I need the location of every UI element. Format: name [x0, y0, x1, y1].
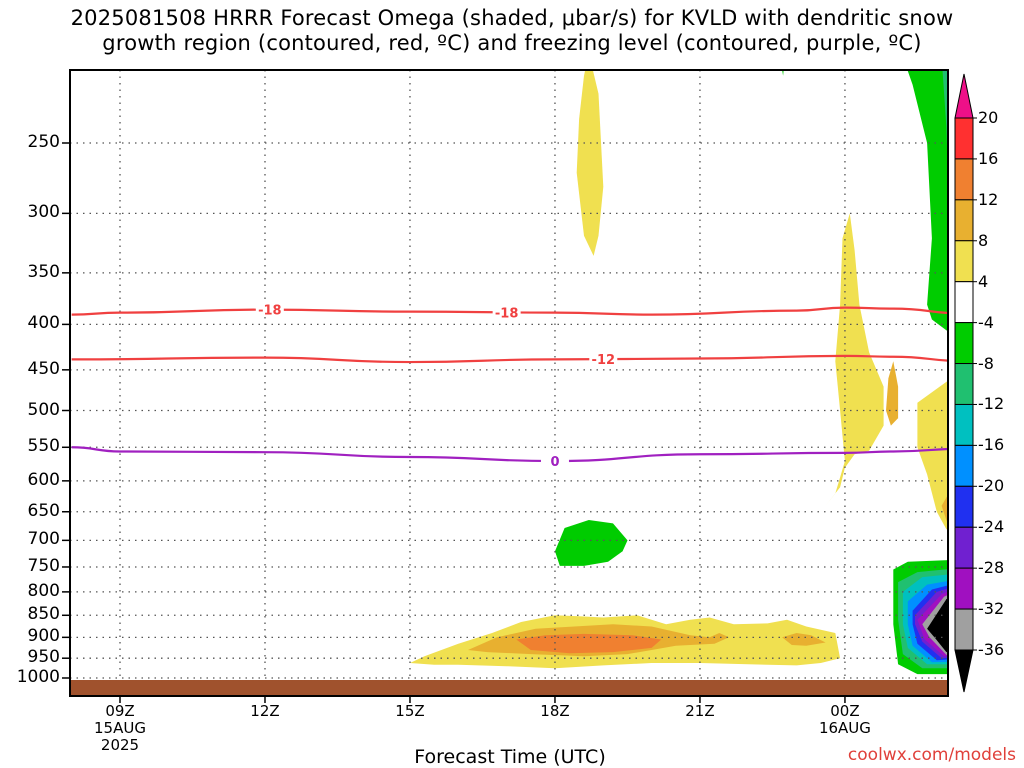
omega-region-6 — [886, 361, 899, 426]
colorbar-swatch-4 — [954, 281, 974, 324]
colorbar-swatch-9 — [954, 485, 974, 528]
omega-region-3 — [917, 380, 948, 530]
colorbar-swatch-11 — [954, 567, 974, 610]
omega-region-14 — [555, 520, 628, 566]
x-tick-label-15Z: 15Z — [395, 702, 425, 720]
colorbar-bottom-arrow — [954, 649, 974, 693]
colorbar-swatch-0 — [954, 117, 974, 160]
y-tick-label-650: 650 — [27, 500, 60, 521]
omega-region-12 — [942, 70, 948, 183]
x-tick-label-21Z: 21Z — [685, 702, 715, 720]
colorbar-swatch-8 — [954, 444, 974, 487]
colorbar-label-8: -16 — [978, 435, 1005, 455]
omega-region-23 — [927, 598, 948, 653]
colorbar-label-12: -32 — [978, 599, 1005, 619]
y-tick-label-550: 550 — [27, 436, 60, 457]
x-tick-label-12Z: 12Z — [250, 702, 280, 720]
colorbar-swatch-7 — [954, 403, 974, 446]
ground-strip — [70, 680, 948, 696]
x-axis-title: Forecast Time (UTC) — [414, 746, 606, 768]
contour-label-bg-0 — [255, 301, 284, 317]
plot-area: -18 -18 -12 0 — [70, 70, 948, 696]
contour-0 — [71, 446, 948, 463]
title-line-1: 2025081508 HRRR Forecast Omega (shaded, … — [70, 6, 954, 30]
colorbar-label-2: 12 — [978, 189, 999, 209]
omega-region-24 — [782, 70, 784, 76]
y-tick-label-900: 900 — [27, 626, 60, 647]
colorbar-label-11: -28 — [978, 558, 1005, 578]
contour--12 — [71, 354, 948, 364]
y-tick-label-450: 450 — [27, 358, 60, 379]
colorbar-label-5: -4 — [978, 312, 994, 332]
colorbar-swatch-12 — [954, 608, 974, 651]
contour-label--18-0: -18 — [258, 304, 282, 319]
colorbar-label-3: 8 — [978, 230, 989, 250]
colorbar-swatch-10 — [954, 526, 974, 569]
omega-region-8 — [516, 633, 662, 654]
omega-region-2 — [825, 213, 884, 506]
y-tick-label-950: 950 — [27, 647, 60, 668]
colorbar-swatch-3 — [954, 240, 974, 283]
omega-region-11 — [907, 70, 948, 332]
colorbar-swatch-2 — [954, 199, 974, 242]
colorbar-swatch-5 — [954, 322, 974, 365]
x-tick-label-00Z: 00Z 16AUG — [818, 702, 871, 737]
contour-label-bg-3 — [540, 453, 569, 469]
y-tick-label-300: 300 — [27, 202, 60, 223]
y-tick-label-1000: 1000 — [16, 667, 60, 687]
colorbar-top-arrow — [954, 73, 974, 119]
colorbar-swatch-1 — [954, 158, 974, 201]
omega-region-1 — [576, 70, 604, 256]
colorbar-label-7: -12 — [978, 394, 1005, 414]
y-tick-label-350: 350 — [27, 261, 60, 282]
colorbar-label-0: 20 — [978, 108, 999, 127]
chart-title: 2025081508 HRRR Forecast Omega (shaded, … — [0, 6, 1024, 56]
y-tick-label-700: 700 — [27, 529, 60, 550]
y-tick-label-600: 600 — [27, 469, 60, 490]
y-tick-label-850: 850 — [27, 604, 60, 625]
colorbar-label-4: 4 — [978, 271, 989, 291]
contour-label--12-2: -12 — [592, 353, 616, 368]
plot-frame — [69, 69, 949, 697]
colorbar-label-13: -36 — [978, 640, 1005, 659]
contour-label--18-1: -18 — [495, 306, 519, 321]
omega-region-5 — [782, 633, 826, 646]
colorbar-label-9: -20 — [978, 476, 1005, 496]
x-tick-label-09Z: 09Z 15AUG 2025 — [94, 702, 146, 754]
contour--18 — [71, 306, 948, 316]
y-tick-label-750: 750 — [27, 555, 60, 576]
colorbar-label-1: 16 — [978, 148, 999, 168]
colorbar-label-10: -24 — [978, 517, 1005, 537]
site-credit[interactable]: coolwx.com/models — [847, 745, 1016, 765]
y-tick-label-400: 400 — [27, 313, 60, 334]
title-line-2: growth region (contoured, red, ºC) and f… — [102, 31, 922, 55]
y-tick-label-250: 250 — [27, 132, 60, 152]
y-tick-label-500: 500 — [27, 399, 60, 420]
contour-label-bg-1 — [492, 304, 521, 320]
y-tick-label-800: 800 — [27, 580, 60, 601]
contour-label-bg-2 — [589, 351, 618, 367]
colorbar-swatch-6 — [954, 363, 974, 405]
colorbar-label-6: -8 — [978, 353, 994, 373]
contour-label-0-3: 0 — [550, 455, 559, 470]
omega-region-7 — [941, 494, 948, 525]
x-tick-label-18Z: 18Z — [540, 702, 570, 720]
